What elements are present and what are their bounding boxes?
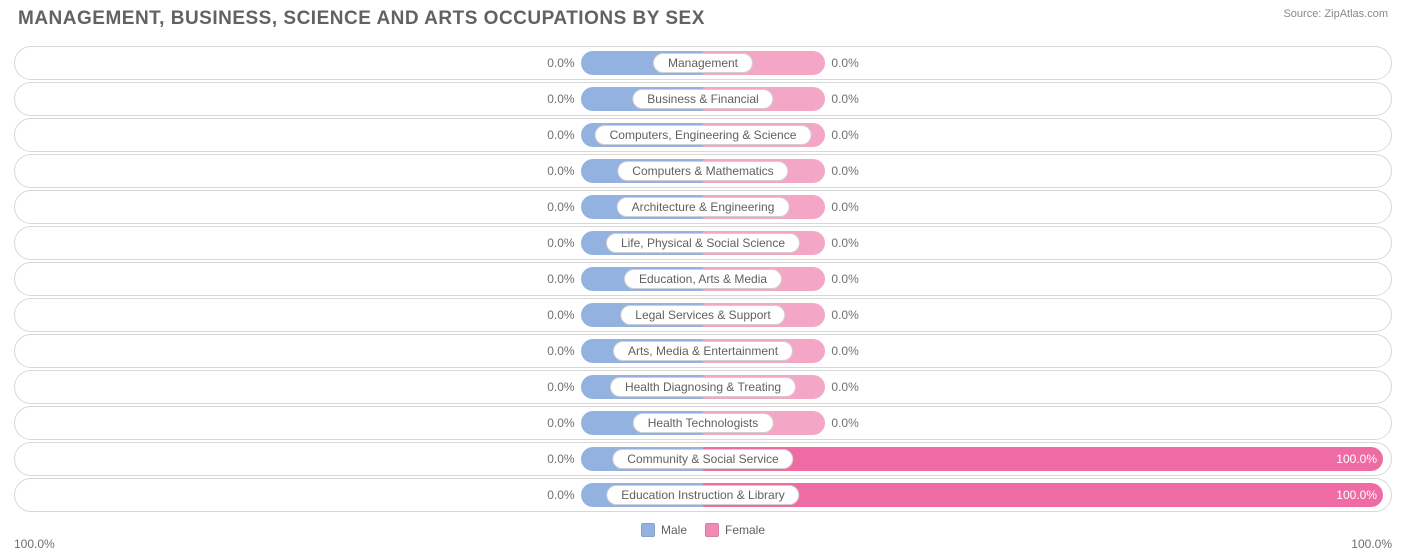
male-value: 0.0% — [547, 308, 574, 322]
category-label: Life, Physical & Social Science — [606, 233, 800, 253]
male-swatch-icon — [641, 523, 655, 537]
male-value: 0.0% — [547, 344, 574, 358]
female-value: 0.0% — [831, 344, 858, 358]
male-value: 0.0% — [547, 128, 574, 142]
female-value: 0.0% — [831, 416, 858, 430]
chart-row: 0.0% 0.0% Health Technologists — [14, 406, 1392, 440]
female-value: 0.0% — [831, 56, 858, 70]
female-swatch-icon — [705, 523, 719, 537]
chart-row: 0.0% 0.0% Computers & Mathematics — [14, 154, 1392, 188]
chart-row: 0.0% 0.0% Arts, Media & Entertainment — [14, 334, 1392, 368]
axis-right-label: 100.0% — [1351, 537, 1392, 551]
category-label: Education Instruction & Library — [606, 485, 799, 505]
chart-row: 0.0% 100.0% Community & Social Service — [14, 442, 1392, 476]
chart-row: 0.0% 100.0% Education Instruction & Librar… — [14, 478, 1392, 512]
male-value: 0.0% — [547, 452, 574, 466]
category-label: Arts, Media & Entertainment — [613, 341, 793, 361]
axis-left-label: 100.0% — [14, 537, 55, 551]
category-label: Community & Social Service — [612, 449, 793, 469]
category-label: Management — [653, 53, 753, 73]
category-label: Computers & Mathematics — [617, 161, 788, 181]
male-value: 0.0% — [547, 236, 574, 250]
chart-row: 0.0% 0.0% Business & Financial — [14, 82, 1392, 116]
male-value: 0.0% — [547, 380, 574, 394]
legend: Male Female — [641, 523, 765, 537]
female-value: 0.0% — [831, 236, 858, 250]
category-label: Architecture & Engineering — [617, 197, 790, 217]
chart-row: 0.0% 0.0% Health Diagnosing & Treating — [14, 370, 1392, 404]
category-label: Business & Financial — [632, 89, 773, 109]
legend-male-label: Male — [661, 523, 687, 537]
source-label: Source: ZipAtlas.com — [1283, 8, 1388, 20]
female-value: 0.0% — [831, 128, 858, 142]
female-bar — [703, 483, 1383, 507]
male-value: 0.0% — [547, 488, 574, 502]
male-value: 0.0% — [547, 164, 574, 178]
female-value: 100.0% — [1336, 488, 1377, 502]
category-label: Education, Arts & Media — [624, 269, 782, 289]
legend-female-label: Female — [725, 523, 765, 537]
chart-row: 0.0% 0.0% Computers, Engineering & Science — [14, 118, 1392, 152]
category-label: Health Diagnosing & Treating — [610, 377, 796, 397]
female-value: 100.0% — [1336, 452, 1377, 466]
chart-row: 0.0% 0.0% Management — [14, 46, 1392, 80]
chart-footer: 100.0% Male Female 100.0% — [14, 519, 1392, 559]
male-value: 0.0% — [547, 200, 574, 214]
category-label: Health Technologists — [633, 413, 774, 433]
chart-row: 0.0% 0.0% Architecture & Engineering — [14, 190, 1392, 224]
legend-female: Female — [705, 523, 765, 537]
category-label: Legal Services & Support — [620, 305, 785, 325]
male-value: 0.0% — [547, 416, 574, 430]
chart-row: 0.0% 0.0% Life, Physical & Social Science — [14, 226, 1392, 260]
female-value: 0.0% — [831, 200, 858, 214]
female-value: 0.0% — [831, 164, 858, 178]
chart-area: 0.0% 0.0% Management 0.0% 0.0% Business & Fin… — [14, 46, 1392, 517]
female-bar — [703, 447, 1383, 471]
legend-male: Male — [641, 523, 687, 537]
male-value: 0.0% — [547, 92, 574, 106]
male-value: 0.0% — [547, 56, 574, 70]
category-label: Computers, Engineering & Science — [595, 125, 812, 145]
chart-row: 0.0% 0.0% Education, Arts & Media — [14, 262, 1392, 296]
female-value: 0.0% — [831, 272, 858, 286]
female-value: 0.0% — [831, 92, 858, 106]
male-value: 0.0% — [547, 272, 574, 286]
female-value: 0.0% — [831, 380, 858, 394]
chart-title: MANAGEMENT, BUSINESS, SCIENCE AND ARTS O… — [18, 8, 705, 30]
chart-row: 0.0% 0.0% Legal Services & Support — [14, 298, 1392, 332]
female-value: 0.0% — [831, 308, 858, 322]
